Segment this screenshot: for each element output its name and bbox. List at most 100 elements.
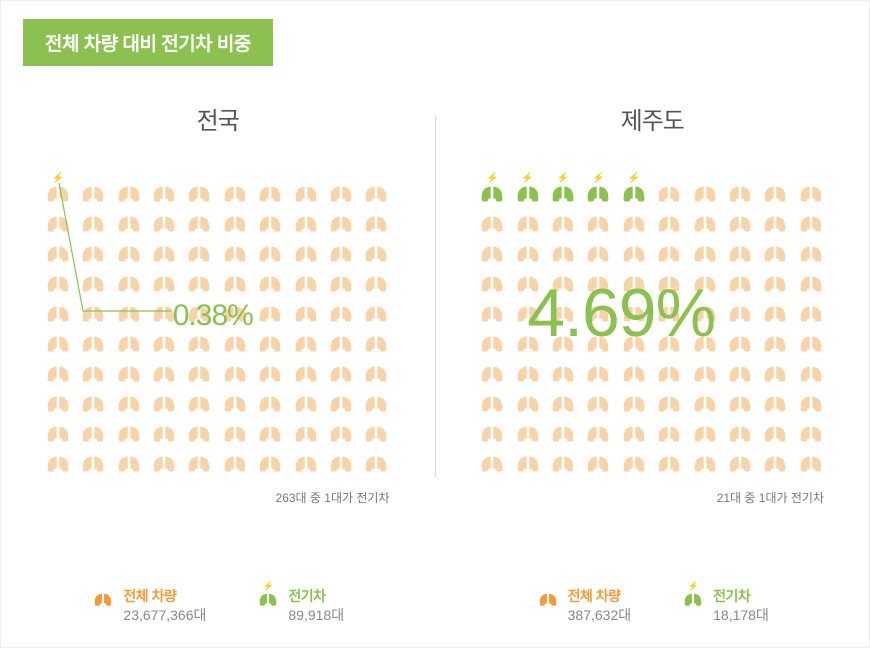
region-title: 전국 <box>1 101 435 136</box>
region-title: 제주도 <box>436 101 870 136</box>
legend-item-ev: ⚡전기차89,918대 <box>256 587 344 625</box>
car-icon <box>326 241 356 265</box>
car-icon <box>619 361 649 385</box>
lightning-icon: ⚡ <box>592 173 604 184</box>
percent-value: 4.69% <box>527 274 715 352</box>
car-icon <box>760 451 790 475</box>
legend-value: 387,632대 <box>568 606 632 625</box>
car-icon <box>760 181 790 205</box>
car-icon: ⚡ <box>619 181 649 205</box>
car-icon <box>690 241 720 265</box>
panel-jeju: 제주도⚡⚡⚡⚡⚡4.69%21대 중 1대가 전기차전체 차량387,632대⚡… <box>436 81 870 647</box>
car-icon <box>796 211 826 235</box>
car-icon <box>548 421 578 445</box>
car-icon <box>326 211 356 235</box>
car-icon <box>725 241 755 265</box>
pictogram-grid: ⚡0.38% <box>43 181 393 475</box>
car-icon <box>725 271 755 295</box>
car-icon <box>513 241 543 265</box>
lightning-icon: ⚡ <box>628 173 640 184</box>
lightning-icon: ⚡ <box>557 173 569 184</box>
car-icon <box>477 361 507 385</box>
panels-container: 전국⚡0.38%263대 중 1대가 전기차전체 차량23,677,366대⚡전… <box>1 81 869 647</box>
car-icon: ⚡ <box>513 181 543 205</box>
car-icon <box>220 421 250 445</box>
percent-value: 0.38% <box>173 299 253 333</box>
car-icon <box>796 181 826 205</box>
lightning-icon: ⚡ <box>521 173 533 184</box>
car-icon <box>583 211 613 235</box>
car-icon <box>326 181 356 205</box>
car-icon <box>796 271 826 295</box>
car-icon <box>477 271 507 295</box>
car-icon <box>477 451 507 475</box>
legend: 전체 차량23,677,366대 ⚡전기차89,918대 <box>1 587 435 625</box>
car-icon <box>548 211 578 235</box>
car-icon <box>255 361 285 385</box>
car-icon <box>255 211 285 235</box>
car-icon <box>725 421 755 445</box>
car-icon <box>760 391 790 415</box>
car-icon <box>361 271 391 295</box>
car-icon <box>255 421 285 445</box>
car-icon <box>548 451 578 475</box>
car-icon <box>760 331 790 355</box>
car-icon <box>760 361 790 385</box>
car-icon <box>43 391 73 415</box>
car-icon <box>583 361 613 385</box>
car-icon <box>796 391 826 415</box>
car-icon <box>725 181 755 205</box>
car-icon <box>619 421 649 445</box>
car-icon <box>255 271 285 295</box>
car-icon <box>326 451 356 475</box>
car-icon: ⚡ <box>583 181 613 205</box>
car-icon <box>255 331 285 355</box>
car-icon <box>43 451 73 475</box>
car-icon <box>291 181 321 205</box>
car-icon <box>477 421 507 445</box>
car-icon <box>796 331 826 355</box>
car-icon <box>654 451 684 475</box>
car-icon <box>654 181 684 205</box>
car-icon <box>361 211 391 235</box>
legend: 전체 차량387,632대⚡전기차18,178대 <box>436 587 870 625</box>
car-icon <box>513 361 543 385</box>
car-icon <box>326 361 356 385</box>
car-icon <box>619 451 649 475</box>
car-icon <box>255 391 285 415</box>
car-icon <box>291 271 321 295</box>
car-icon <box>548 241 578 265</box>
ratio-caption: 263대 중 1대가 전기차 <box>276 489 390 506</box>
car-icon <box>220 451 250 475</box>
panel-national: 전국 ⚡0.38% 263대 중 1대가 전기차전체 차량23,677,366대 ⚡전… <box>1 81 435 647</box>
car-icon <box>690 451 720 475</box>
car-icon <box>291 301 321 325</box>
car-icon <box>725 361 755 385</box>
car-icon <box>477 331 507 355</box>
car-icon <box>291 451 321 475</box>
car-icon <box>796 301 826 325</box>
legend-label: 전기차 <box>713 587 769 606</box>
car-icon <box>690 361 720 385</box>
legend-item-total: 전체 차량23,677,366대 <box>91 587 206 625</box>
car-icon <box>477 301 507 325</box>
car-icon <box>548 391 578 415</box>
car-icon <box>725 391 755 415</box>
car-icon <box>114 451 144 475</box>
car-icon <box>760 301 790 325</box>
car-icon <box>361 331 391 355</box>
car-icon <box>619 241 649 265</box>
car-icon <box>513 451 543 475</box>
car-icon <box>326 331 356 355</box>
car-icon <box>690 421 720 445</box>
car-icon <box>291 241 321 265</box>
car-icon <box>255 181 285 205</box>
car-icon <box>536 589 560 609</box>
pictogram-grid: ⚡⚡⚡⚡⚡4.69% <box>477 181 827 475</box>
car-icon <box>291 361 321 385</box>
car-icon <box>513 391 543 415</box>
lightning-icon: ⚡ <box>486 173 498 184</box>
car-icon <box>796 451 826 475</box>
car-icon <box>690 391 720 415</box>
car-icon <box>477 241 507 265</box>
